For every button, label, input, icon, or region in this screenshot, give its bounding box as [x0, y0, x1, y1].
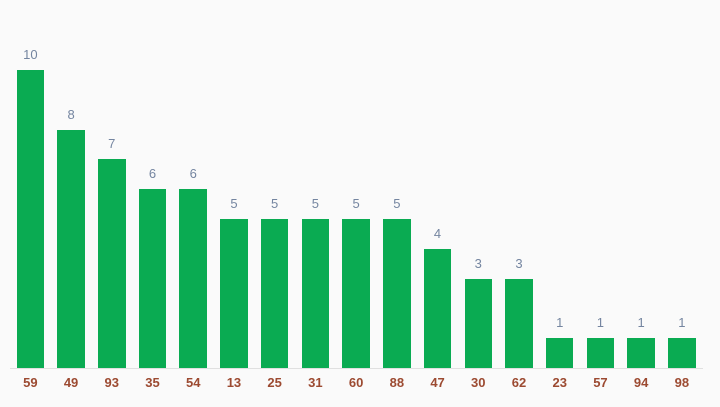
bar-group: 5 25 [260, 0, 289, 407]
bar-value-label: 3 [474, 255, 482, 271]
bar-group: 5 60 [342, 0, 370, 407]
x-axis-tick-label: 13 [226, 375, 242, 390]
bar[interactable] [138, 189, 167, 368]
x-axis-tick-label: 54 [185, 375, 201, 390]
x-axis-tick-label: 47 [430, 375, 445, 390]
bar[interactable] [505, 278, 533, 368]
bar-value-label: 1 [596, 315, 605, 331]
bar-value-label: 5 [230, 196, 238, 211]
bar[interactable] [57, 129, 85, 368]
bar-value-label: 1 [637, 315, 645, 331]
bar-value-label: 6 [189, 166, 197, 182]
bar-group: 1 94 [627, 0, 655, 407]
bar-value-label: 4 [433, 225, 442, 241]
bar-group: 10 59 [16, 0, 45, 407]
x-axis-tick-label: 98 [674, 375, 690, 390]
x-axis-tick-label: 49 [63, 375, 79, 390]
bar[interactable] [301, 219, 330, 368]
bar-value-label: 1 [556, 315, 564, 331]
bar-group: 4 47 [423, 0, 452, 407]
x-axis-tick-label: 35 [145, 375, 160, 390]
x-axis-tick-label: 25 [267, 375, 282, 390]
bar[interactable] [260, 219, 289, 368]
x-axis-tick-label: 94 [633, 375, 649, 390]
bar-group: 6 35 [138, 0, 167, 407]
x-axis-tick-label: 93 [104, 375, 120, 390]
bar-group: 7 93 [98, 0, 126, 407]
x-axis-tick-label: 30 [471, 375, 486, 390]
bar[interactable] [342, 219, 370, 368]
bar[interactable] [545, 338, 574, 368]
bar[interactable] [16, 70, 45, 368]
bar-group: 3 62 [505, 0, 533, 407]
bar-group: 1 57 [586, 0, 615, 407]
x-axis-tick-label: 88 [389, 375, 405, 390]
bar-value-label: 1 [678, 315, 686, 331]
bar-value-label: 5 [393, 196, 401, 211]
x-axis-tick-label: 31 [308, 375, 323, 390]
bar[interactable] [586, 338, 615, 368]
bar[interactable] [464, 278, 493, 368]
bar-value-label: 8 [67, 106, 75, 122]
x-axis-tick-label: 59 [23, 375, 38, 390]
bar-value-label: 5 [352, 196, 360, 211]
bar-value-label: 7 [108, 136, 116, 152]
x-axis-tick-label: 23 [552, 375, 567, 390]
x-axis-tick-label: 60 [348, 375, 364, 390]
bar[interactable] [668, 338, 696, 368]
x-axis-tick-label: 57 [593, 375, 608, 390]
bar-group: 8 49 [57, 0, 85, 407]
bar[interactable] [627, 338, 655, 368]
bar-group: 1 23 [545, 0, 574, 407]
x-axis-baseline [10, 368, 703, 369]
bar-value-label: 5 [271, 196, 279, 211]
bar-group: 5 88 [383, 0, 411, 407]
bar[interactable] [383, 219, 411, 368]
bar-group: 5 31 [301, 0, 330, 407]
bar[interactable] [220, 219, 248, 368]
bar-value-label: 10 [23, 47, 38, 62]
bar[interactable] [423, 248, 452, 368]
bar-value-label: 3 [515, 255, 523, 271]
bar-value-label: 5 [311, 196, 319, 211]
x-axis-tick-label: 62 [511, 375, 527, 390]
bar-group: 6 54 [179, 0, 207, 407]
bar-group: 1 98 [668, 0, 696, 407]
bar[interactable] [179, 189, 207, 368]
bar[interactable] [98, 159, 126, 368]
bar-value-label: 6 [148, 166, 157, 182]
bar-group: 5 13 [220, 0, 248, 407]
bar-group: 3 30 [464, 0, 493, 407]
